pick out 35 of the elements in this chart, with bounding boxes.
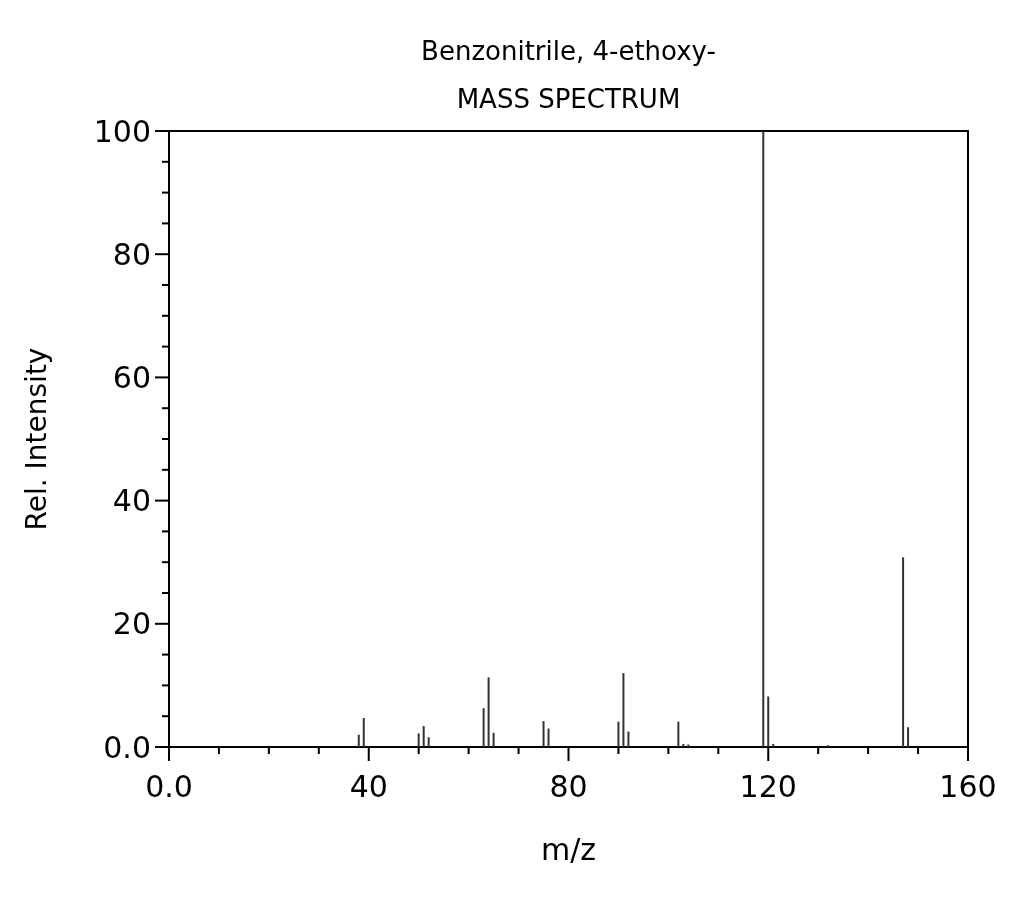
bar	[682, 743, 685, 747]
bar	[772, 743, 775, 747]
bar	[362, 718, 365, 747]
x-tick-label: 40	[349, 769, 388, 804]
bar	[627, 731, 630, 747]
bar	[767, 696, 770, 747]
x-tick-label: 120	[739, 769, 797, 804]
y-axis-title: Rel. Intensity	[20, 347, 53, 531]
y-tick-label: 60	[112, 359, 151, 395]
bar	[357, 734, 360, 747]
y-tick-label: 100	[93, 113, 151, 149]
x-tick-label: 160	[939, 769, 997, 804]
chart-title: Benzonitrile, 4-ethoxy-	[421, 36, 716, 66]
bar	[677, 721, 680, 747]
chart-subtitle: MASS SPECTRUM	[456, 84, 681, 114]
bar	[482, 708, 485, 747]
y-tick-label: 0.0	[103, 729, 151, 765]
bar	[622, 673, 625, 747]
bar	[907, 727, 910, 747]
x-axis-title: m/z	[540, 832, 597, 867]
y-tick-label: 20	[112, 606, 151, 642]
bar	[762, 131, 765, 747]
bar	[417, 733, 420, 747]
bar	[492, 732, 495, 747]
x-tick-label: 80	[549, 769, 588, 804]
bar	[422, 726, 425, 747]
y-tick-label: 80	[112, 236, 151, 272]
bar	[617, 721, 620, 747]
x-tick-label: 0.0	[145, 769, 193, 804]
bar	[542, 721, 545, 747]
y-tick-label: 40	[112, 483, 151, 519]
bar	[427, 737, 430, 747]
bar	[487, 677, 490, 747]
bar	[902, 557, 905, 747]
bar	[547, 728, 550, 747]
